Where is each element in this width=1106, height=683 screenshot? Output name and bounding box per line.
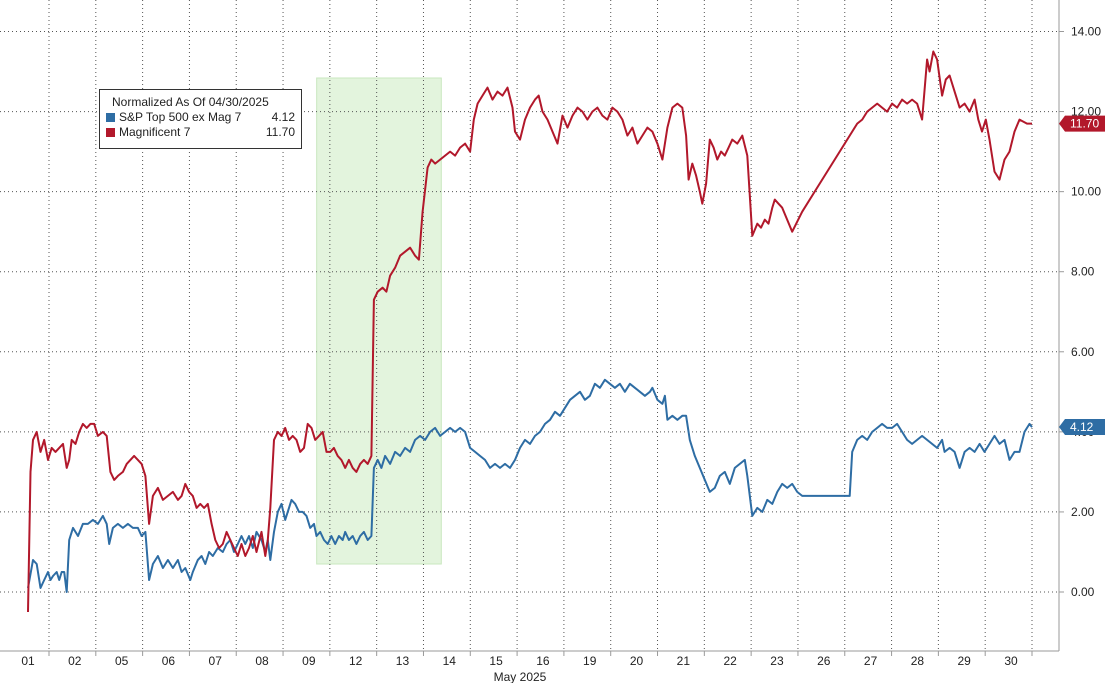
x-tick-label: 09 [302, 654, 316, 668]
x-tick-label: 26 [817, 654, 831, 668]
y-tick-label: 10.00 [1071, 185, 1101, 199]
y-tick-label: 14.00 [1071, 25, 1101, 39]
legend-swatch-mag7 [106, 128, 115, 137]
series-line-sp500-ex-mag7 [27, 378, 1033, 593]
legend-entry-value: 11.70 [265, 125, 295, 139]
series-line-magnificent-7 [27, 50, 1032, 613]
x-tick-label: 20 [630, 654, 644, 668]
last-value-badge: 11.70 [1059, 115, 1105, 132]
x-tick-label: 28 [911, 654, 925, 668]
badge-label: 11.70 [1070, 117, 1099, 131]
axes [0, 0, 1060, 652]
x-tick-label: 07 [209, 654, 223, 668]
legend-entry-value: 4.12 [271, 110, 295, 124]
x-tick-label: 19 [583, 654, 597, 668]
x-tick-label: 30 [1004, 654, 1018, 668]
x-tick-labels: 01 02 05 06 07 08 09 12 13 14 15 16 19 20 21 22 23 26 27 28… [21, 651, 1033, 668]
y-tick-label: 12.00 [1071, 105, 1101, 119]
gridlines [0, 0, 1059, 651]
y-tick-label: 8.00 [1071, 265, 1095, 279]
x-tick-label: 14 [443, 654, 457, 668]
x-tick-label: 02 [68, 654, 82, 668]
x-tick-label: 23 [770, 654, 784, 668]
x-tick-label: 06 [162, 654, 176, 668]
highlight-band-rect [316, 77, 442, 565]
x-tick-label: 12 [349, 654, 363, 668]
x-tick-label: 21 [677, 654, 691, 668]
x-tick-label: 13 [396, 654, 410, 668]
highlight-band [316, 77, 442, 565]
y-tick-label: 6.00 [1071, 345, 1095, 359]
x-tick-label: 15 [489, 654, 503, 668]
x-tick-label: 22 [723, 654, 737, 668]
x-tick-label: 27 [864, 654, 878, 668]
x-tick-label: 05 [115, 654, 129, 668]
last-value-badges: 4.12 11.70 [1059, 115, 1105, 436]
x-axis-title: May 2025 [494, 670, 547, 683]
x-tick-label: 29 [958, 654, 972, 668]
y-tick-label: 0.00 [1071, 585, 1095, 599]
x-tick-label: 16 [536, 654, 550, 668]
badge-shape [1059, 419, 1105, 436]
legend-entry-name: S&P Top 500 ex Mag 7 [119, 110, 242, 124]
x-tick-label: 08 [255, 654, 269, 668]
last-value-badge: 4.12 [1059, 419, 1105, 436]
badge-shape [1059, 115, 1105, 132]
legend-entry-magnificent-7: Magnificent 7 11.70 [106, 125, 295, 140]
legend-entry-sp500-ex-mag7: S&P Top 500 ex Mag 7 4.12 [106, 110, 295, 125]
legend-entry-name: Magnificent 7 [119, 125, 191, 139]
y-tick-label: 2.00 [1071, 505, 1095, 519]
series-lines [27, 50, 1033, 613]
badge-label: 4.12 [1070, 420, 1094, 434]
chart-legend: Normalized As Of 04/30/2025 S&P Top 500 … [99, 89, 302, 149]
legend-title: Normalized As Of 04/30/2025 [112, 95, 269, 109]
legend-swatch-sp500 [106, 113, 115, 122]
x-tick-label: 01 [21, 654, 35, 668]
